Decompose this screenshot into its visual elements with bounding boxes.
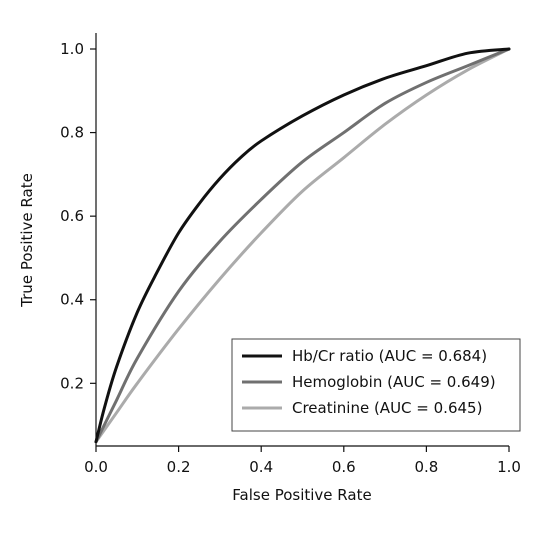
y-tick-label: 0.2 [60,374,84,392]
y-tick-label: 0.4 [60,291,84,309]
legend-box [231,338,521,432]
x-axis-title: False Positive Rate [232,486,371,504]
legend-items: Hb/Cr ratio (AUC = 0.684) Hemoglobin (AUC… [242,347,496,417]
y-tick-label: 1.0 [60,40,84,58]
x-tick-label: 0.0 [84,458,108,476]
x-tick-label: 1.0 [497,458,521,476]
x-tick-label: 0.2 [167,458,191,476]
x-tick-label: 0.8 [414,458,438,476]
series-line-hb-cr-ratio [94,47,511,444]
y-ticks: 0.2 0.4 0.6 0.8 1.0 [60,40,96,392]
series-line-hemoglobin [94,47,511,444]
series-lines [94,47,511,444]
y-tick-label: 0.6 [60,207,84,225]
legend-label-hemoglobin: Hemoglobin (AUC = 0.649) [292,373,496,391]
legend-label-hb-cr-ratio: Hb/Cr ratio (AUC = 0.684) [292,347,487,365]
x-tick-label: 0.4 [249,458,273,476]
legend: Hb/Cr ratio (AUC = 0.684) Hemoglobin (AUC… [231,338,521,432]
series-line-creatinine [94,47,511,444]
legend-label-creatinine: Creatinine (AUC = 0.645) [292,399,482,417]
y-axis-title: True Positive Rate [18,173,36,308]
x-ticks: 0.0 0.2 0.4 0.6 0.8 1.0 [84,446,521,476]
x-tick-label: 0.6 [332,458,356,476]
y-tick-label: 0.8 [60,124,84,142]
